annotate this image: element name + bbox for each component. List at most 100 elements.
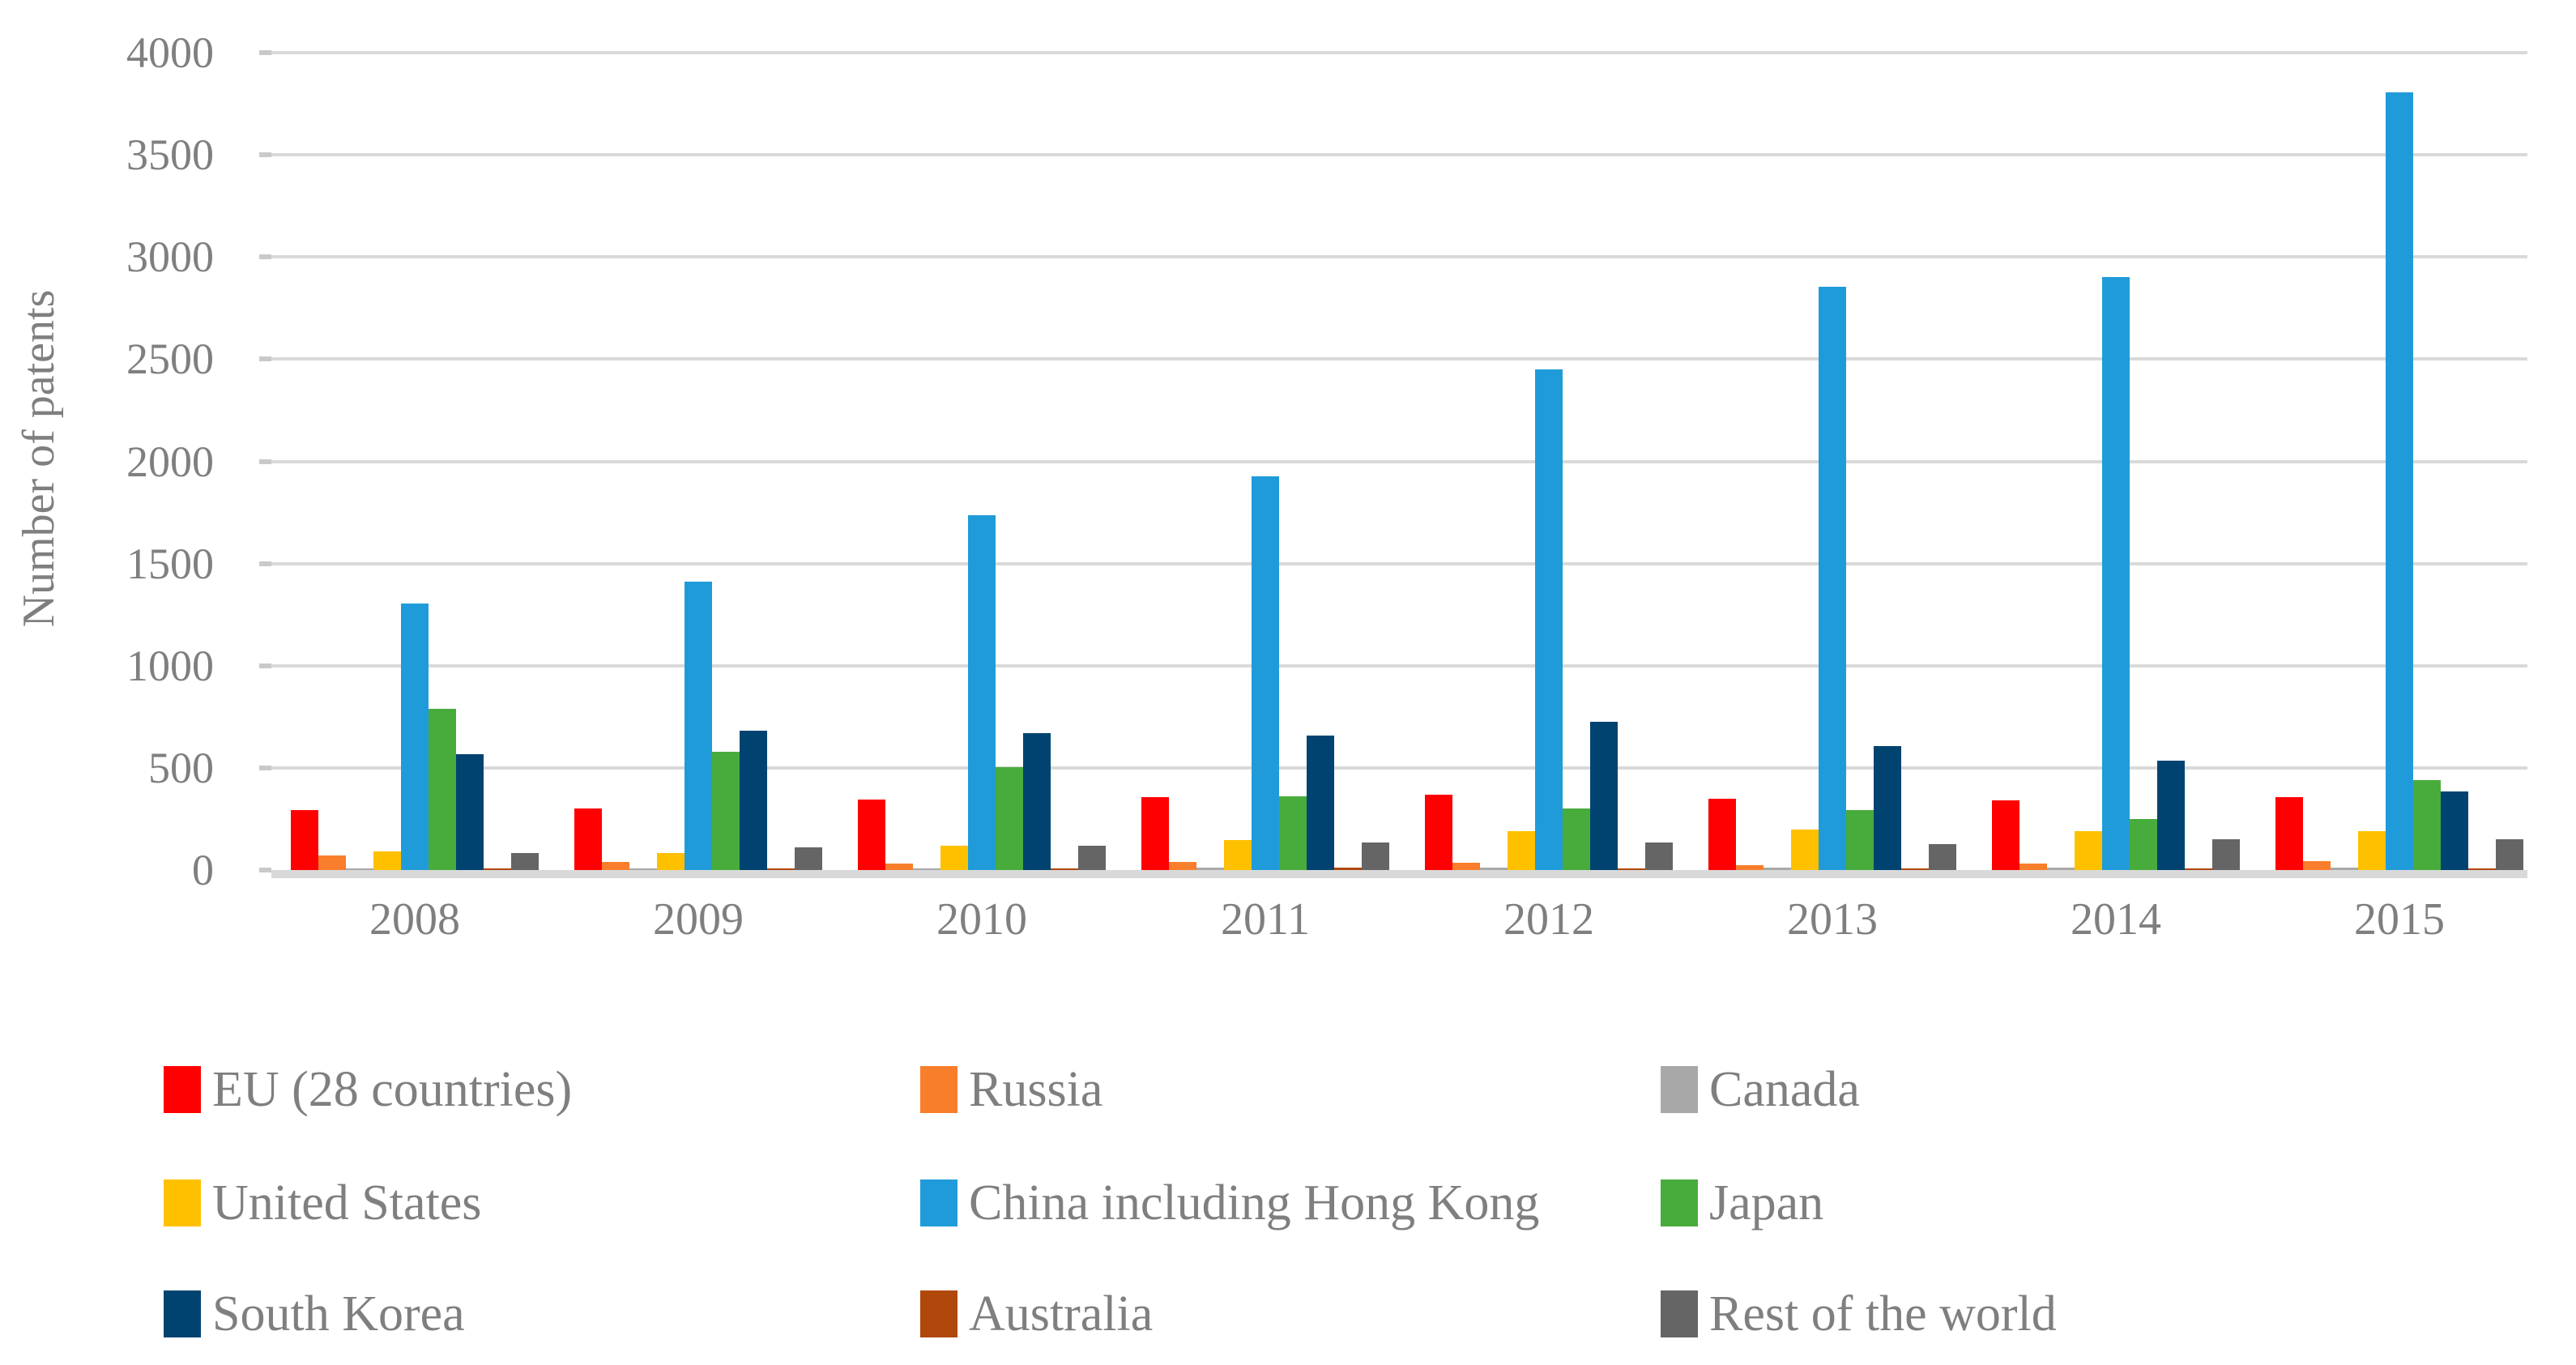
bar-united-states-2010 — [940, 846, 968, 870]
bar-china-including-hong-kong-2011 — [1252, 476, 1279, 870]
bar-canada-2010 — [913, 868, 940, 870]
x-tick-label-2013: 2013 — [1787, 894, 1878, 945]
bar-china-including-hong-kong-2009 — [685, 582, 712, 870]
bar-eu-28-countries-2009 — [574, 808, 602, 870]
x-axis-line — [271, 870, 2527, 878]
bar-canada-2015 — [2331, 868, 2358, 870]
y-tick-mark-500 — [259, 766, 271, 770]
legend-swatch-australia — [920, 1290, 957, 1337]
bar-australia-2011 — [1334, 868, 1362, 870]
bar-russia-2009 — [602, 862, 629, 870]
legend-label-china-including-hong-kong: China including Hong Kong — [969, 1175, 1540, 1231]
bar-japan-2011 — [1279, 796, 1307, 870]
legend-label-australia: Australia — [969, 1286, 1154, 1342]
legend-swatch-rest-of-the-world — [1661, 1290, 1698, 1337]
legend-label-rest-of-the-world: Rest of the world — [1709, 1286, 2057, 1342]
bar-united-states-2009 — [657, 853, 685, 870]
bar-rest-of-the-world-2014 — [2212, 839, 2240, 870]
bar-canada-2012 — [1480, 868, 1508, 870]
bar-australia-2012 — [1618, 868, 1645, 870]
bar-south-korea-2012 — [1590, 722, 1618, 870]
bar-australia-2015 — [2468, 868, 2496, 870]
y-tick-label-2500: 2500 — [126, 335, 214, 383]
legend-label-united-states: United States — [212, 1175, 482, 1231]
y-tick-mark-2000 — [259, 459, 271, 464]
bar-rest-of-the-world-2012 — [1645, 842, 1673, 870]
bar-canada-2011 — [1196, 868, 1224, 870]
legend-item-russia: Russia — [920, 1056, 1102, 1124]
bar-japan-2012 — [1563, 808, 1590, 870]
gridline-3000 — [271, 255, 2527, 258]
legend-item-eu-28-countries: EU (28 countries) — [164, 1056, 572, 1124]
x-tick-label-2012: 2012 — [1503, 894, 1594, 945]
bar-china-including-hong-kong-2013 — [1819, 287, 1846, 870]
y-tick-label-3000: 3000 — [126, 232, 214, 281]
bar-eu-28-countries-2015 — [2275, 797, 2303, 870]
y-tick-mark-1500 — [259, 561, 271, 566]
y-tick-mark-3500 — [259, 152, 271, 157]
bar-eu-28-countries-2012 — [1425, 795, 1452, 870]
bar-australia-2014 — [2185, 868, 2212, 870]
bar-rest-of-the-world-2015 — [2496, 839, 2523, 870]
bar-australia-2009 — [767, 868, 795, 870]
bar-canada-2008 — [346, 868, 373, 870]
y-tick-label-3500: 3500 — [126, 130, 214, 179]
legend-swatch-united-states — [164, 1179, 201, 1226]
bar-south-korea-2011 — [1307, 736, 1334, 870]
y-tick-label-2000: 2000 — [126, 437, 214, 486]
bar-japan-2010 — [996, 767, 1023, 870]
legend-item-united-states: United States — [164, 1169, 481, 1237]
bar-china-including-hong-kong-2008 — [401, 604, 429, 870]
bar-south-korea-2009 — [740, 731, 767, 870]
gridline-2000 — [271, 460, 2527, 463]
x-tick-label-2010: 2010 — [936, 894, 1027, 945]
legend-item-japan: Japan — [1661, 1169, 1823, 1237]
legend-swatch-china-including-hong-kong — [920, 1179, 957, 1226]
y-tick-mark-0 — [259, 868, 271, 872]
bar-rest-of-the-world-2009 — [795, 847, 822, 870]
bar-eu-28-countries-2011 — [1141, 797, 1169, 870]
x-tick-label-2011: 2011 — [1221, 894, 1310, 945]
bar-australia-2010 — [1051, 868, 1078, 870]
x-tick-label-2015: 2015 — [2354, 894, 2445, 945]
bar-russia-2015 — [2303, 861, 2331, 870]
bar-south-korea-2013 — [1874, 746, 1901, 870]
bar-south-korea-2014 — [2157, 761, 2185, 870]
gridline-1500 — [271, 562, 2527, 565]
bar-rest-of-the-world-2011 — [1362, 842, 1389, 870]
legend-swatch-eu-28-countries — [164, 1066, 201, 1113]
x-tick-label-2009: 2009 — [653, 894, 744, 945]
y-tick-label-500: 500 — [148, 744, 214, 792]
bar-china-including-hong-kong-2012 — [1535, 369, 1563, 870]
y-tick-mark-2500 — [259, 356, 271, 361]
bar-japan-2008 — [429, 709, 456, 870]
legend-item-canada: Canada — [1661, 1056, 1860, 1124]
bar-united-states-2015 — [2358, 831, 2386, 870]
bar-canada-2013 — [1764, 868, 1791, 870]
y-tick-mark-3000 — [259, 254, 271, 259]
x-tick-label-2014: 2014 — [2071, 894, 2161, 945]
legend-swatch-canada — [1661, 1066, 1698, 1113]
legend-swatch-japan — [1661, 1179, 1698, 1226]
bar-south-korea-2008 — [456, 754, 484, 870]
bar-rest-of-the-world-2010 — [1078, 846, 1106, 870]
bar-united-states-2011 — [1224, 840, 1252, 870]
bar-australia-2013 — [1901, 868, 1929, 870]
gridline-500 — [271, 766, 2527, 770]
bar-united-states-2012 — [1508, 831, 1535, 870]
bar-japan-2015 — [2413, 780, 2441, 870]
legend-swatch-south-korea — [164, 1290, 201, 1337]
bar-japan-2013 — [1846, 810, 1874, 870]
x-tick-label-2008: 2008 — [369, 894, 460, 945]
bar-eu-28-countries-2010 — [858, 800, 885, 870]
y-tick-label-4000: 4000 — [126, 28, 214, 77]
bar-japan-2014 — [2130, 819, 2157, 870]
bar-rest-of-the-world-2008 — [511, 853, 539, 870]
bar-united-states-2013 — [1791, 830, 1819, 870]
bar-south-korea-2010 — [1023, 733, 1051, 870]
bar-china-including-hong-kong-2010 — [968, 515, 996, 870]
bar-russia-2013 — [1736, 865, 1764, 870]
y-tick-label-1500: 1500 — [126, 540, 214, 588]
legend-item-australia: Australia — [920, 1280, 1153, 1348]
